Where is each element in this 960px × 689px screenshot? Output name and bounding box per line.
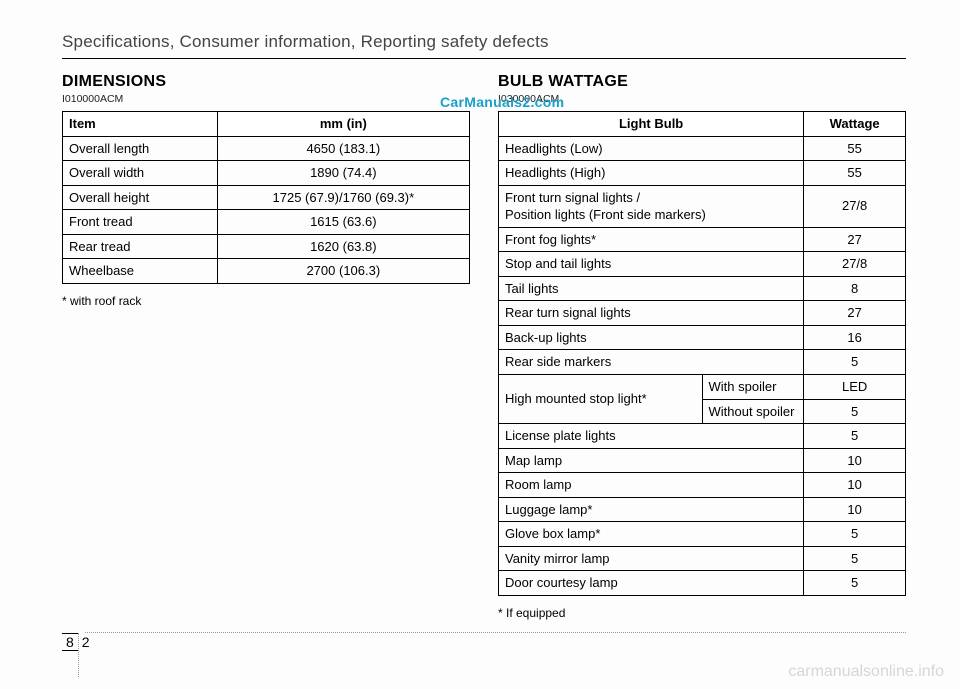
dimensions-header-item: Item	[63, 112, 218, 137]
table-header-row: Item mm (in)	[63, 112, 470, 137]
table-row: Headlights (High)55	[499, 161, 906, 186]
table-row: High mounted stop light* With spoiler LE…	[499, 375, 906, 400]
dimensions-footnote: * with roof rack	[62, 294, 470, 308]
bulb-section: BULB WATTAGE I030000ACM Light Bulb Watta…	[498, 73, 906, 620]
table-row: Vanity mirror lamp5	[499, 546, 906, 571]
table-row: Stop and tail lights27/8	[499, 252, 906, 277]
table-row: Door courtesy lamp5	[499, 571, 906, 596]
table-row: Front fog lights*27	[499, 227, 906, 252]
table-row: Glove box lamp*5	[499, 522, 906, 547]
watermark-center: CarManuals2.com	[440, 94, 564, 110]
table-row: Tail lights8	[499, 276, 906, 301]
bulb-footnote: * If equipped	[498, 606, 906, 620]
bulb-header-wattage: Wattage	[804, 112, 906, 137]
table-row: Front tread1615 (63.6)	[63, 210, 470, 235]
section-number: 8	[62, 633, 78, 651]
table-row: Overall length4650 (183.1)	[63, 136, 470, 161]
table-row: License plate lights5	[499, 424, 906, 449]
table-row: Room lamp10	[499, 473, 906, 498]
table-row: Rear tread1620 (63.8)	[63, 234, 470, 259]
bulb-title: BULB WATTAGE	[498, 73, 906, 91]
dimensions-title: DIMENSIONS	[62, 73, 470, 91]
page-number: 82	[62, 633, 92, 651]
footer-dotted-line	[85, 632, 906, 633]
dimensions-header-value: mm (in)	[217, 112, 469, 137]
content-columns: DIMENSIONS I010000ACM Item mm (in) Overa…	[62, 73, 906, 620]
dimensions-section: DIMENSIONS I010000ACM Item mm (in) Overa…	[62, 73, 470, 620]
bulb-table: Light Bulb Wattage Headlights (Low)55 He…	[498, 111, 906, 596]
page-header: Specifications, Consumer information, Re…	[62, 32, 906, 59]
page-num: 2	[80, 634, 92, 650]
table-row: Overall height1725 (67.9)/1760 (69.3)*	[63, 185, 470, 210]
table-row: Luggage lamp*10	[499, 497, 906, 522]
page: Specifications, Consumer information, Re…	[0, 0, 960, 689]
dimensions-table: Item mm (in) Overall length4650 (183.1) …	[62, 111, 470, 284]
table-row: Rear side markers5	[499, 350, 906, 375]
table-row: Rear turn signal lights27	[499, 301, 906, 326]
table-row: Map lamp10	[499, 448, 906, 473]
table-row: Front turn signal lights / Position ligh…	[499, 185, 906, 227]
table-row: Overall width1890 (74.4)	[63, 161, 470, 186]
table-header-row: Light Bulb Wattage	[499, 112, 906, 137]
dimensions-code: I010000ACM	[62, 93, 470, 105]
table-row: Headlights (Low)55	[499, 136, 906, 161]
bulb-header-light: Light Bulb	[499, 112, 804, 137]
watermark-bottom-right: carmanualsonline.info	[788, 663, 944, 681]
table-row: Wheelbase2700 (106.3)	[63, 259, 470, 284]
table-row: Back-up lights16	[499, 325, 906, 350]
